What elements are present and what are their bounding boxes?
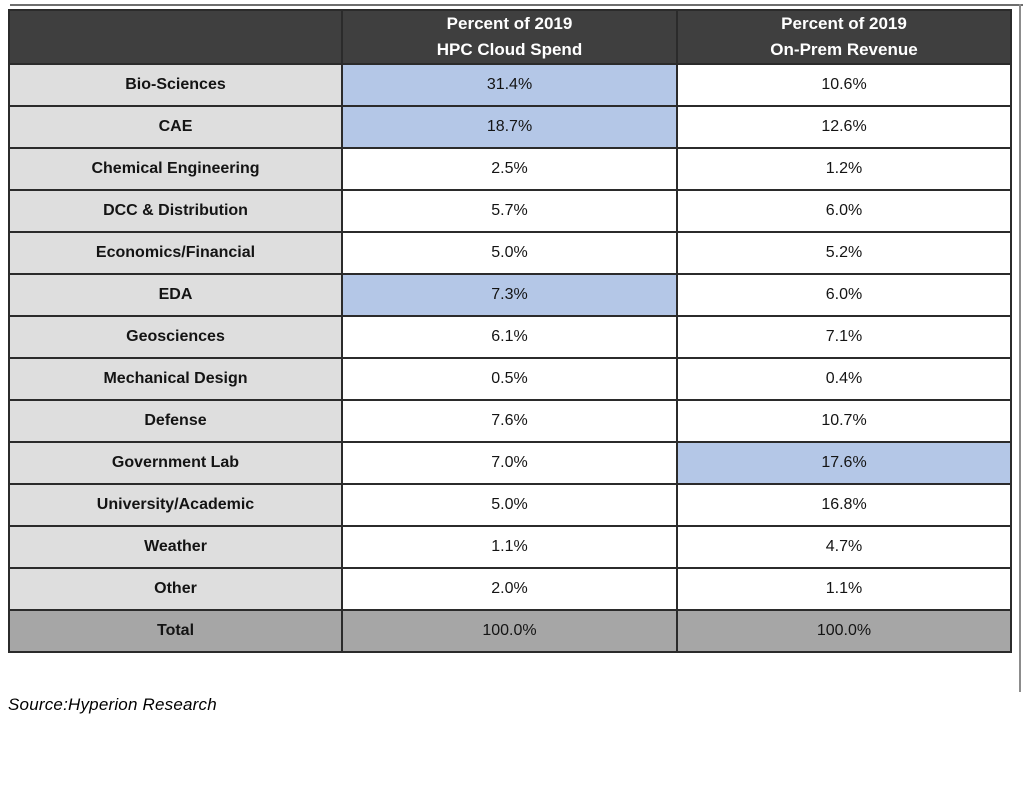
onprem-revenue-value: 1.1% [676, 567, 1012, 611]
cloud-spend-value: 7.6% [341, 399, 678, 443]
cloud-spend-value: 6.1% [341, 315, 678, 359]
onprem-revenue-value: 16.8% [676, 483, 1012, 527]
table-row: Chemical Engineering 2.5% 1.2% [8, 147, 1012, 191]
row-label: Chemical Engineering [8, 147, 343, 191]
onprem-revenue-value: 4.7% [676, 525, 1012, 569]
table-row: Weather 1.1% 4.7% [8, 525, 1012, 569]
total-cloud-value: 100.0% [341, 609, 678, 653]
row-label: Weather [8, 525, 343, 569]
right-rule [1019, 4, 1021, 692]
table-row: Government Lab 7.0% 17.6% [8, 441, 1012, 485]
col-header-cloud-spend: Percent of 2019 HPC Cloud Spend [341, 9, 678, 65]
header-row: Percent of 2019 HPC Cloud Spend Percent … [8, 9, 1012, 65]
row-label: Economics/Financial [8, 231, 343, 275]
row-label: CAE [8, 105, 343, 149]
cloud-spend-value: 1.1% [341, 525, 678, 569]
onprem-revenue-value: 17.6% [676, 441, 1012, 485]
row-label: Defense [8, 399, 343, 443]
row-label: Bio-Sciences [8, 63, 343, 107]
row-label: Other [8, 567, 343, 611]
table-row: Geosciences 6.1% 7.1% [8, 315, 1012, 359]
cloud-spend-value: 7.0% [341, 441, 678, 485]
source-note: Source:Hyperion Research [8, 695, 217, 714]
col-header-onprem-revenue: Percent of 2019 On-Prem Revenue [676, 9, 1012, 65]
cloud-spend-value: 2.5% [341, 147, 678, 191]
total-onprem-value: 100.0% [676, 609, 1012, 653]
table-row: DCC & Distribution 5.7% 6.0% [8, 189, 1012, 233]
table-row: EDA 7.3% 6.0% [8, 273, 1012, 317]
table-row: Other 2.0% 1.1% [8, 567, 1012, 611]
table-row: CAE 18.7% 12.6% [8, 105, 1012, 149]
top-rule [10, 4, 1023, 6]
onprem-revenue-value: 10.6% [676, 63, 1012, 107]
onprem-revenue-value: 6.0% [676, 273, 1012, 317]
cloud-spend-value: 18.7% [341, 105, 678, 149]
onprem-revenue-value: 1.2% [676, 147, 1012, 191]
row-label: EDA [8, 273, 343, 317]
onprem-revenue-value: 6.0% [676, 189, 1012, 233]
total-label: Total [8, 609, 343, 653]
corner-cell [8, 9, 343, 65]
cloud-spend-value: 5.0% [341, 231, 678, 275]
cloud-spend-value: 5.0% [341, 483, 678, 527]
row-label: Mechanical Design [8, 357, 343, 401]
cloud-spend-value: 0.5% [341, 357, 678, 401]
onprem-revenue-value: 0.4% [676, 357, 1012, 401]
table-row: Bio-Sciences 31.4% 10.6% [8, 63, 1012, 107]
table-body: Bio-Sciences 31.4% 10.6% CAE 18.7% 12.6% Chemi… [8, 63, 1012, 611]
cloud-spend-value: 5.7% [341, 189, 678, 233]
table-row: Defense 7.6% 10.7% [8, 399, 1012, 443]
row-label: University/Academic [8, 483, 343, 527]
row-label: Geosciences [8, 315, 343, 359]
cloud-spend-value: 2.0% [341, 567, 678, 611]
onprem-revenue-value: 10.7% [676, 399, 1012, 443]
row-label: DCC & Distribution [8, 189, 343, 233]
onprem-revenue-value: 5.2% [676, 231, 1012, 275]
cloud-spend-value: 7.3% [341, 273, 678, 317]
percent-table: Percent of 2019 HPC Cloud Spend Percent … [8, 9, 1012, 653]
onprem-revenue-value: 7.1% [676, 315, 1012, 359]
table-row: Economics/Financial 5.0% 5.2% [8, 231, 1012, 275]
total-row: Total 100.0% 100.0% [8, 609, 1012, 653]
cloud-spend-value: 31.4% [341, 63, 678, 107]
table-row: University/Academic 5.0% 16.8% [8, 483, 1012, 527]
onprem-revenue-value: 12.6% [676, 105, 1012, 149]
table-row: Mechanical Design 0.5% 0.4% [8, 357, 1012, 401]
row-label: Government Lab [8, 441, 343, 485]
